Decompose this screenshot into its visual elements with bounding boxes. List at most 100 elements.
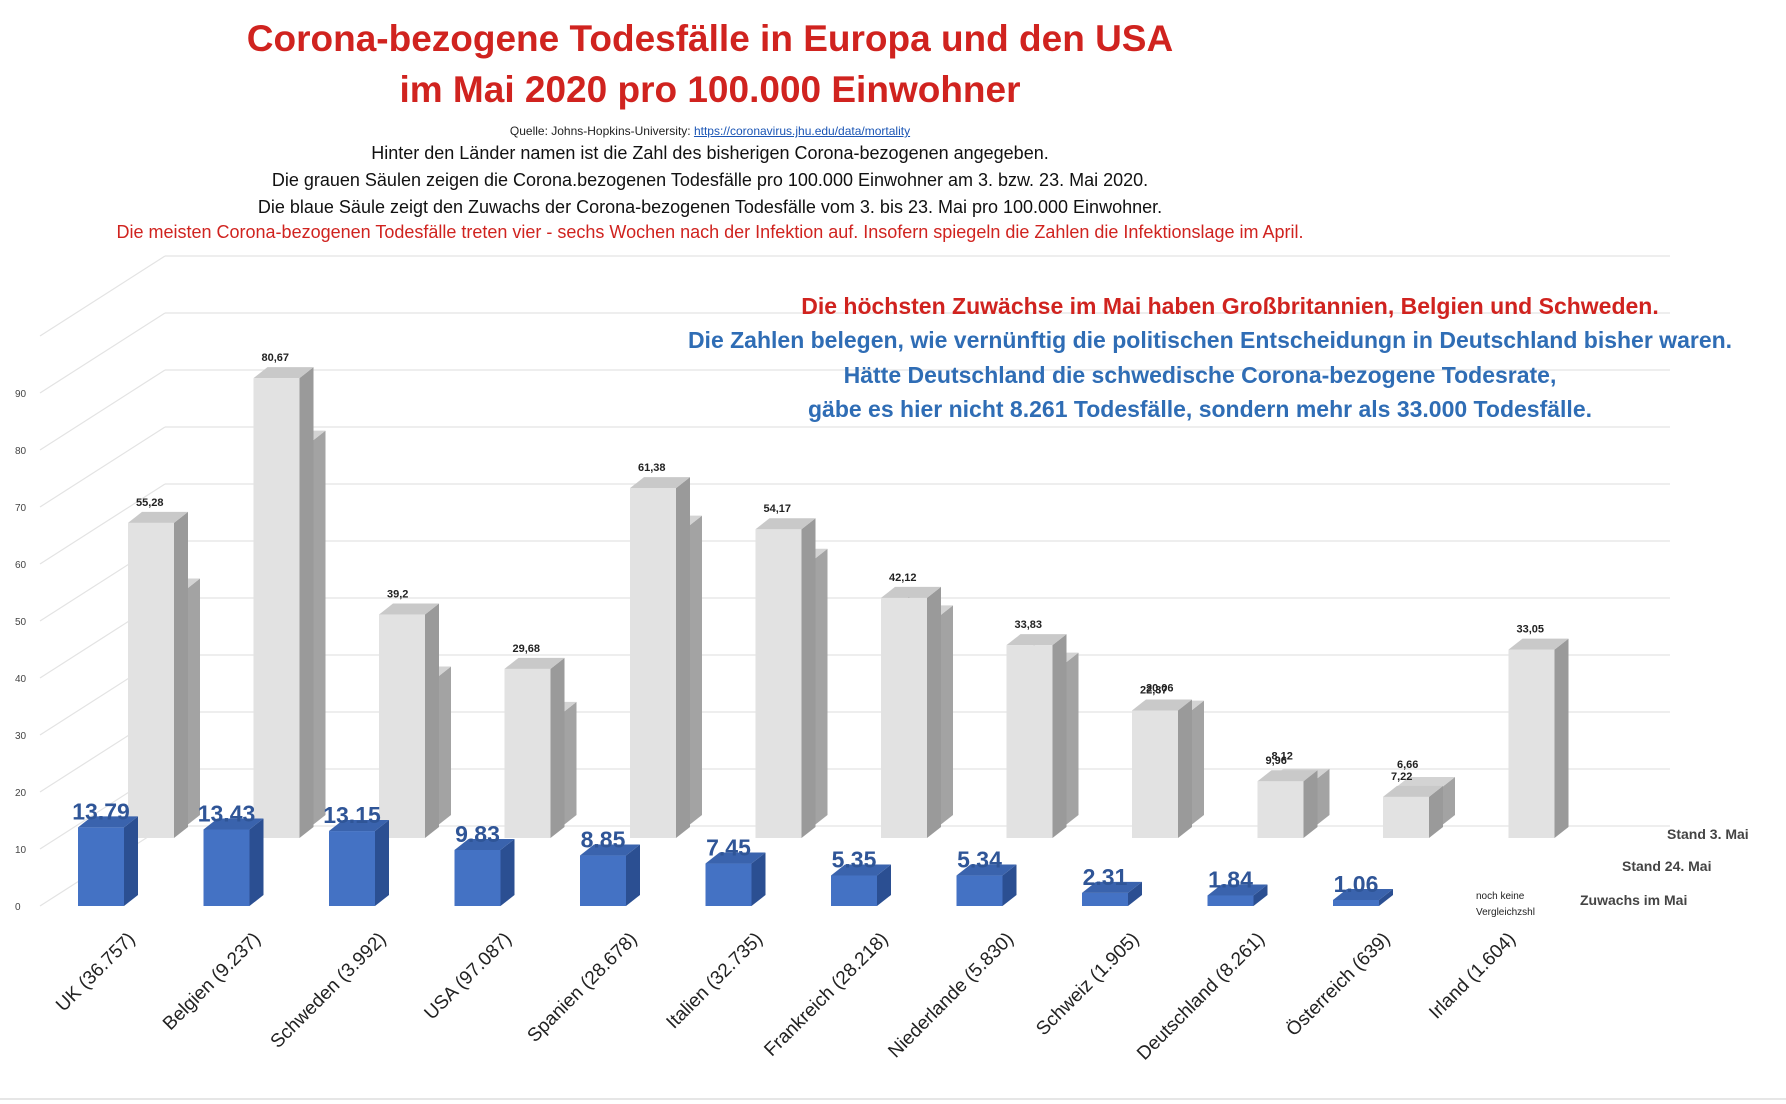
- bar-zuwachs-side: [500, 838, 515, 906]
- category-label: Schweiz (1.905): [1032, 929, 1143, 1040]
- bar-zuwachs-front: [1207, 895, 1254, 906]
- series-label-stand-24-mai: Stand 24. Mai: [1622, 858, 1711, 874]
- category-label: USA (97.087): [421, 929, 517, 1025]
- bar-zuwachs-side: [124, 816, 138, 906]
- bar-zuwachs-top: [1333, 888, 1393, 900]
- bar-stand-24-mai-top: [504, 657, 565, 669]
- bar-stand-24-mai-front: [755, 529, 802, 838]
- bar-stand-24-mai-side: [1554, 638, 1569, 838]
- bar-zuwachs-top: [1082, 881, 1142, 893]
- bar-zuwachs-front: [956, 875, 1003, 906]
- y-tick-label: 10: [15, 845, 27, 856]
- y-tick-label: 50: [15, 617, 27, 628]
- note-line-1: noch keine: [1476, 891, 1525, 902]
- y-tick-label: 0: [15, 902, 21, 913]
- bar-zuwachs-top: [203, 818, 264, 830]
- bar-stand-24-mai-front: [1132, 710, 1178, 838]
- data-label-stand-3-mai: 20,06: [1146, 683, 1174, 695]
- category-label: Schweden (3.992): [267, 929, 391, 1053]
- bar-zuwachs-front: [1333, 899, 1379, 906]
- bar-stand-3-mai-side: [437, 666, 451, 826]
- bar-zuwachs-top: [78, 816, 138, 828]
- bar-zuwachs-top: [1207, 884, 1268, 896]
- bar-zuwachs-top: [956, 864, 1017, 876]
- bar-stand-24-mai-top: [881, 586, 941, 598]
- y-tick-label: 40: [15, 674, 27, 685]
- data-label-stand-24-mai: 7,22: [1391, 771, 1412, 783]
- bar-stand-3-mai-side: [562, 701, 577, 826]
- bar-stand-24-mai-front: [504, 668, 551, 838]
- bar-zuwachs-front: [831, 875, 877, 906]
- data-label-stand-24-mai: 54,17: [764, 503, 792, 515]
- bar-zuwachs-top: [580, 844, 640, 856]
- note-line-2: Vergleichzshl: [1476, 907, 1535, 918]
- bar-stand-24-mai-top: [1383, 785, 1443, 797]
- bar-zuwachs-side: [1253, 884, 1268, 906]
- data-label-zuwachs: 2.31: [1083, 864, 1128, 890]
- category-label: UK (36.757): [52, 929, 139, 1016]
- data-label-stand-3-mai: 8,12: [1272, 751, 1293, 763]
- chart-title-line-1: Corona-bezogene Todesfälle in Europa und…: [246, 18, 1174, 59]
- data-label-stand-24-mai: 9,96: [1266, 755, 1287, 767]
- bar-zuwachs-front: [203, 829, 250, 906]
- bar-stand-24-mai-side: [927, 586, 941, 838]
- bar-stand-24-mai-top: [379, 603, 439, 615]
- y-tick-label: 90: [15, 389, 27, 400]
- bar-zuwachs-front: [1082, 892, 1128, 906]
- bar-zuwachs-top: [329, 820, 389, 832]
- bar-stand-24-mai-side: [801, 518, 816, 838]
- grid-slant: [39, 369, 166, 451]
- annotation-line-3: Hätte Deutschland die schwedische Corona…: [843, 362, 1557, 388]
- category-label: Österreich (639): [1283, 929, 1395, 1041]
- bar-stand-24-mai-front: [379, 614, 425, 838]
- source-prefix: Quelle: Johns-Hopkins-University:: [509, 124, 694, 138]
- bar-zuwachs-side: [1379, 888, 1393, 906]
- bar-stand-24-mai-front: [630, 488, 676, 838]
- bar-stand-24-mai-front: [1383, 796, 1429, 838]
- data-label-stand-24-mai: 55,28: [136, 497, 164, 509]
- bar-stand-24-mai-side: [1303, 770, 1318, 838]
- data-label-stand-24-mai: 22,37: [1140, 684, 1168, 696]
- bar-stand-24-mai-front: [253, 378, 300, 838]
- description-line-2: Die grauen Säulen zeigen die Corona.bezo…: [271, 170, 1149, 190]
- bar-zuwachs-front: [78, 827, 124, 906]
- bottom-divider: [0, 1098, 1786, 1100]
- data-label-stand-3-mai: 6,66: [1397, 759, 1418, 771]
- bar-stand-24-mai-front: [1006, 645, 1053, 838]
- bar-stand-24-mai-side: [425, 603, 439, 838]
- bar-stand-3-mai-side: [1441, 777, 1455, 826]
- source-link[interactable]: https://coronavirus.jhu.edu/data/mortali…: [693, 124, 911, 138]
- y-tick-label: 70: [15, 503, 27, 514]
- y-tick-label: 20: [15, 788, 27, 799]
- category-label: Niederlande (5.830): [884, 929, 1018, 1063]
- bar-stand-24-mai-side: [676, 477, 690, 838]
- bar-stand-24-mai-side: [1429, 785, 1443, 838]
- data-label-zuwachs: 8.85: [581, 827, 626, 853]
- description-line-3: Die blaue Säule zeigt den Zuwachs der Co…: [257, 197, 1163, 217]
- bar-zuwachs-front: [580, 855, 626, 906]
- bar-stand-24-mai-top: [128, 511, 188, 523]
- data-label-zuwachs: 1.06: [1334, 871, 1379, 897]
- bar-stand-24-mai-top: [253, 367, 314, 379]
- bar-stand-24-mai-side: [550, 657, 565, 838]
- grid-slant: [39, 312, 166, 394]
- data-label-zuwachs: 9.83: [455, 821, 500, 847]
- bar-stand-24-mai-side: [1052, 634, 1067, 838]
- data-label-zuwachs: 7.45: [706, 835, 751, 861]
- bar-stand-24-mai-top: [755, 518, 816, 530]
- data-label-stand-24-mai: 33,05: [1517, 624, 1545, 636]
- data-label-zuwachs: 13.79: [72, 798, 130, 824]
- data-label-zuwachs: 1.84: [1208, 867, 1253, 893]
- bar-stand-3-mai-side: [939, 605, 953, 826]
- bar-stand-24-mai-top: [1132, 699, 1192, 711]
- bar-stand-24-mai-side: [1178, 699, 1192, 838]
- bar-zuwachs-top: [454, 838, 515, 850]
- y-tick-label: 30: [15, 731, 27, 742]
- bar-stand-24-mai-side: [174, 511, 188, 838]
- data-label-zuwachs: 13.43: [198, 800, 256, 826]
- source-line: Quelle: Johns-Hopkins-University: https:…: [0, 124, 1420, 138]
- bar-zuwachs-side: [1128, 881, 1142, 906]
- bar-stand-24-mai-side: [299, 367, 314, 838]
- bar-stand-3-mai-side: [1315, 768, 1330, 826]
